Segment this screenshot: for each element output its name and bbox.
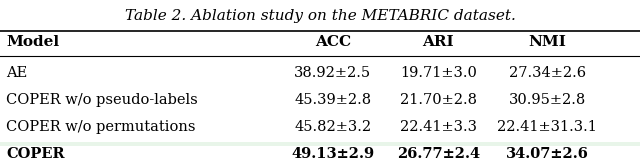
Text: Model: Model: [6, 35, 60, 49]
Text: 22.41±3.3: 22.41±3.3: [400, 120, 477, 134]
Text: 45.39±2.8: 45.39±2.8: [294, 93, 371, 107]
Text: 30.95±2.8: 30.95±2.8: [509, 93, 586, 107]
Text: ARI: ARI: [422, 35, 454, 49]
Bar: [0, 142, 640, 160]
Text: NMI: NMI: [528, 35, 566, 49]
Text: 27.34±2.6: 27.34±2.6: [509, 66, 586, 80]
Text: AE: AE: [6, 66, 28, 80]
Text: 38.92±2.5: 38.92±2.5: [294, 66, 371, 80]
Text: COPER w/o pseudo-labels: COPER w/o pseudo-labels: [6, 93, 198, 107]
Text: 21.70±2.8: 21.70±2.8: [400, 93, 477, 107]
Text: 26.77±2.4: 26.77±2.4: [397, 147, 480, 160]
Text: 19.71±3.0: 19.71±3.0: [400, 66, 477, 80]
Text: 22.41±31.3.1: 22.41±31.3.1: [497, 120, 597, 134]
Text: ACC: ACC: [315, 35, 351, 49]
Text: COPER: COPER: [6, 147, 65, 160]
Text: 49.13±2.9: 49.13±2.9: [291, 147, 374, 160]
Text: 34.07±2.6: 34.07±2.6: [506, 147, 589, 160]
Text: COPER w/o permutations: COPER w/o permutations: [6, 120, 196, 134]
Text: Table 2. Ablation study on the METABRIC dataset.: Table 2. Ablation study on the METABRIC …: [125, 9, 515, 23]
Text: 45.82±3.2: 45.82±3.2: [294, 120, 371, 134]
